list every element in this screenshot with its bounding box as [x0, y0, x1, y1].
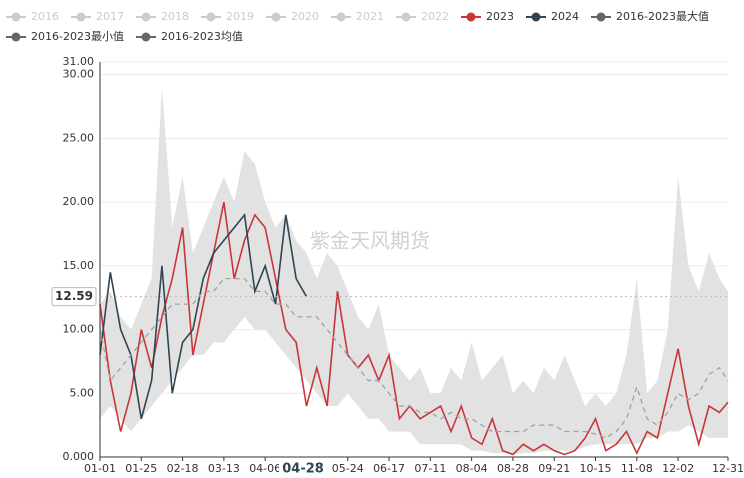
- legend-label: 2016-2023均值: [161, 30, 243, 43]
- legend-label: 2016-2023最大值: [616, 9, 709, 23]
- legend-icon-dot: [336, 12, 346, 22]
- legend-item[interactable]: 2022: [396, 10, 449, 23]
- y-tick-label: 30.00: [63, 68, 95, 81]
- x-tick-label: 11-08: [621, 462, 653, 475]
- watermark: 紫金天风期货: [310, 229, 430, 253]
- pointer-x-label: 04-28: [282, 462, 324, 477]
- legend-icon-dot: [531, 12, 541, 22]
- legend-item[interactable]: 2024: [526, 10, 579, 23]
- legend-icon-dot: [206, 12, 216, 22]
- legend-item[interactable]: 2017: [71, 10, 124, 23]
- legend-label: 2024: [551, 10, 579, 23]
- pointer-y-box: [51, 287, 97, 307]
- legend-label: 2020: [291, 10, 319, 23]
- series-line: [99, 212, 308, 419]
- legend-label: 2023: [486, 10, 514, 23]
- legend-item[interactable]: 2018: [136, 10, 189, 23]
- x-tick-label: 06-17: [373, 462, 405, 475]
- legend-item[interactable]: 2016-2023最大值: [591, 9, 709, 23]
- x-tick-label: 01-25: [125, 462, 157, 475]
- legend-item[interactable]: 2021: [331, 10, 384, 23]
- x-tick-label: 08-28: [497, 462, 529, 475]
- pointer-y-label: 12.59: [55, 289, 93, 303]
- legend-icon-dot: [141, 12, 151, 22]
- x-tick-label: 10-15: [580, 462, 612, 475]
- y-tick-label: 10.00: [63, 323, 95, 336]
- legend-item[interactable]: 2016: [6, 10, 59, 23]
- y-tick-label: 20.00: [63, 195, 95, 208]
- x-tick-label: 02-18: [167, 462, 199, 475]
- legend-icon-dot: [141, 32, 151, 42]
- legend-label: 2017: [96, 10, 124, 23]
- x-tick-label: 12-31: [712, 462, 744, 475]
- x-tick-label: 01-01: [84, 462, 116, 475]
- legend-icon-dot: [596, 12, 606, 22]
- pointer-x-box: [279, 460, 328, 478]
- series-line: [99, 202, 729, 456]
- x-tick-label: 12-02: [662, 462, 694, 475]
- legend-item[interactable]: 2020: [266, 10, 319, 23]
- legend-label: 2021: [356, 10, 384, 23]
- y-tick-label: 25.00: [63, 131, 95, 144]
- legend-icon-dot: [466, 12, 476, 22]
- legend-label: 2022: [421, 10, 449, 23]
- legend-label: 2019: [226, 10, 254, 23]
- legend-icon-dot: [271, 12, 281, 22]
- legend-label: 2018: [161, 10, 189, 23]
- y-tick-label: 31.00: [63, 55, 95, 68]
- y-tick-label: 5.00: [70, 386, 95, 399]
- y-tick-label: 15.00: [63, 259, 95, 272]
- legend-icon-dot: [401, 12, 411, 22]
- legend-label: 2016: [31, 10, 59, 23]
- x-tick-label: 04-06: [249, 462, 281, 475]
- legend-item[interactable]: 2016-2023最小值: [6, 30, 124, 43]
- y-tick-label: 0.000: [63, 450, 95, 463]
- legend-item[interactable]: 2023: [461, 10, 514, 23]
- legend-icon-dot: [11, 12, 21, 22]
- legend-icon-dot: [76, 12, 86, 22]
- x-tick-label: 07-11: [414, 462, 446, 475]
- legend-item[interactable]: 2019: [201, 10, 254, 23]
- legend-label: 2016-2023最小值: [31, 30, 124, 43]
- x-tick-label: 05-24: [332, 462, 364, 475]
- legend-item[interactable]: 2016-2023均值: [135, 30, 243, 43]
- x-tick-label: 09-21: [538, 462, 570, 475]
- x-tick-label: 08-04: [456, 462, 488, 475]
- legend-icon-dot: [11, 32, 21, 42]
- x-tick-label: 03-13: [208, 462, 240, 475]
- range-band: [100, 87, 728, 455]
- series-line: [99, 277, 729, 439]
